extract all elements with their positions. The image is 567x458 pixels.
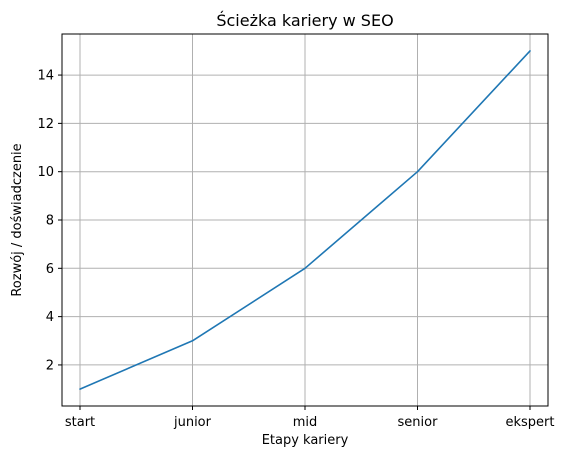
y-tick-label: 14 [37, 69, 54, 84]
grid [62, 34, 548, 406]
x-tick-label: senior [398, 415, 439, 430]
x-axis: start junior mid senior ekspert [65, 406, 555, 430]
y-tick-label: 4 [46, 310, 54, 325]
x-tick-label: start [65, 415, 95, 430]
x-axis-label: Etapy kariery [262, 433, 349, 448]
y-tick-label: 2 [46, 358, 54, 373]
x-tick-label: ekspert [506, 415, 555, 430]
y-axis-label: Rozwój / doświadczenie [10, 143, 25, 296]
x-tick-label: junior [173, 415, 212, 430]
x-tick-label: mid [293, 415, 318, 430]
series-layer [79, 50, 531, 390]
y-axis: 2 4 6 8 10 12 14 [37, 69, 62, 373]
y-tick-label: 6 [46, 262, 54, 277]
y-tick-label: 10 [37, 165, 54, 180]
y-tick-label: 8 [46, 214, 54, 229]
y-tick-label: 12 [37, 117, 54, 132]
chart-title: Ścieżka kariery w SEO [216, 11, 393, 30]
